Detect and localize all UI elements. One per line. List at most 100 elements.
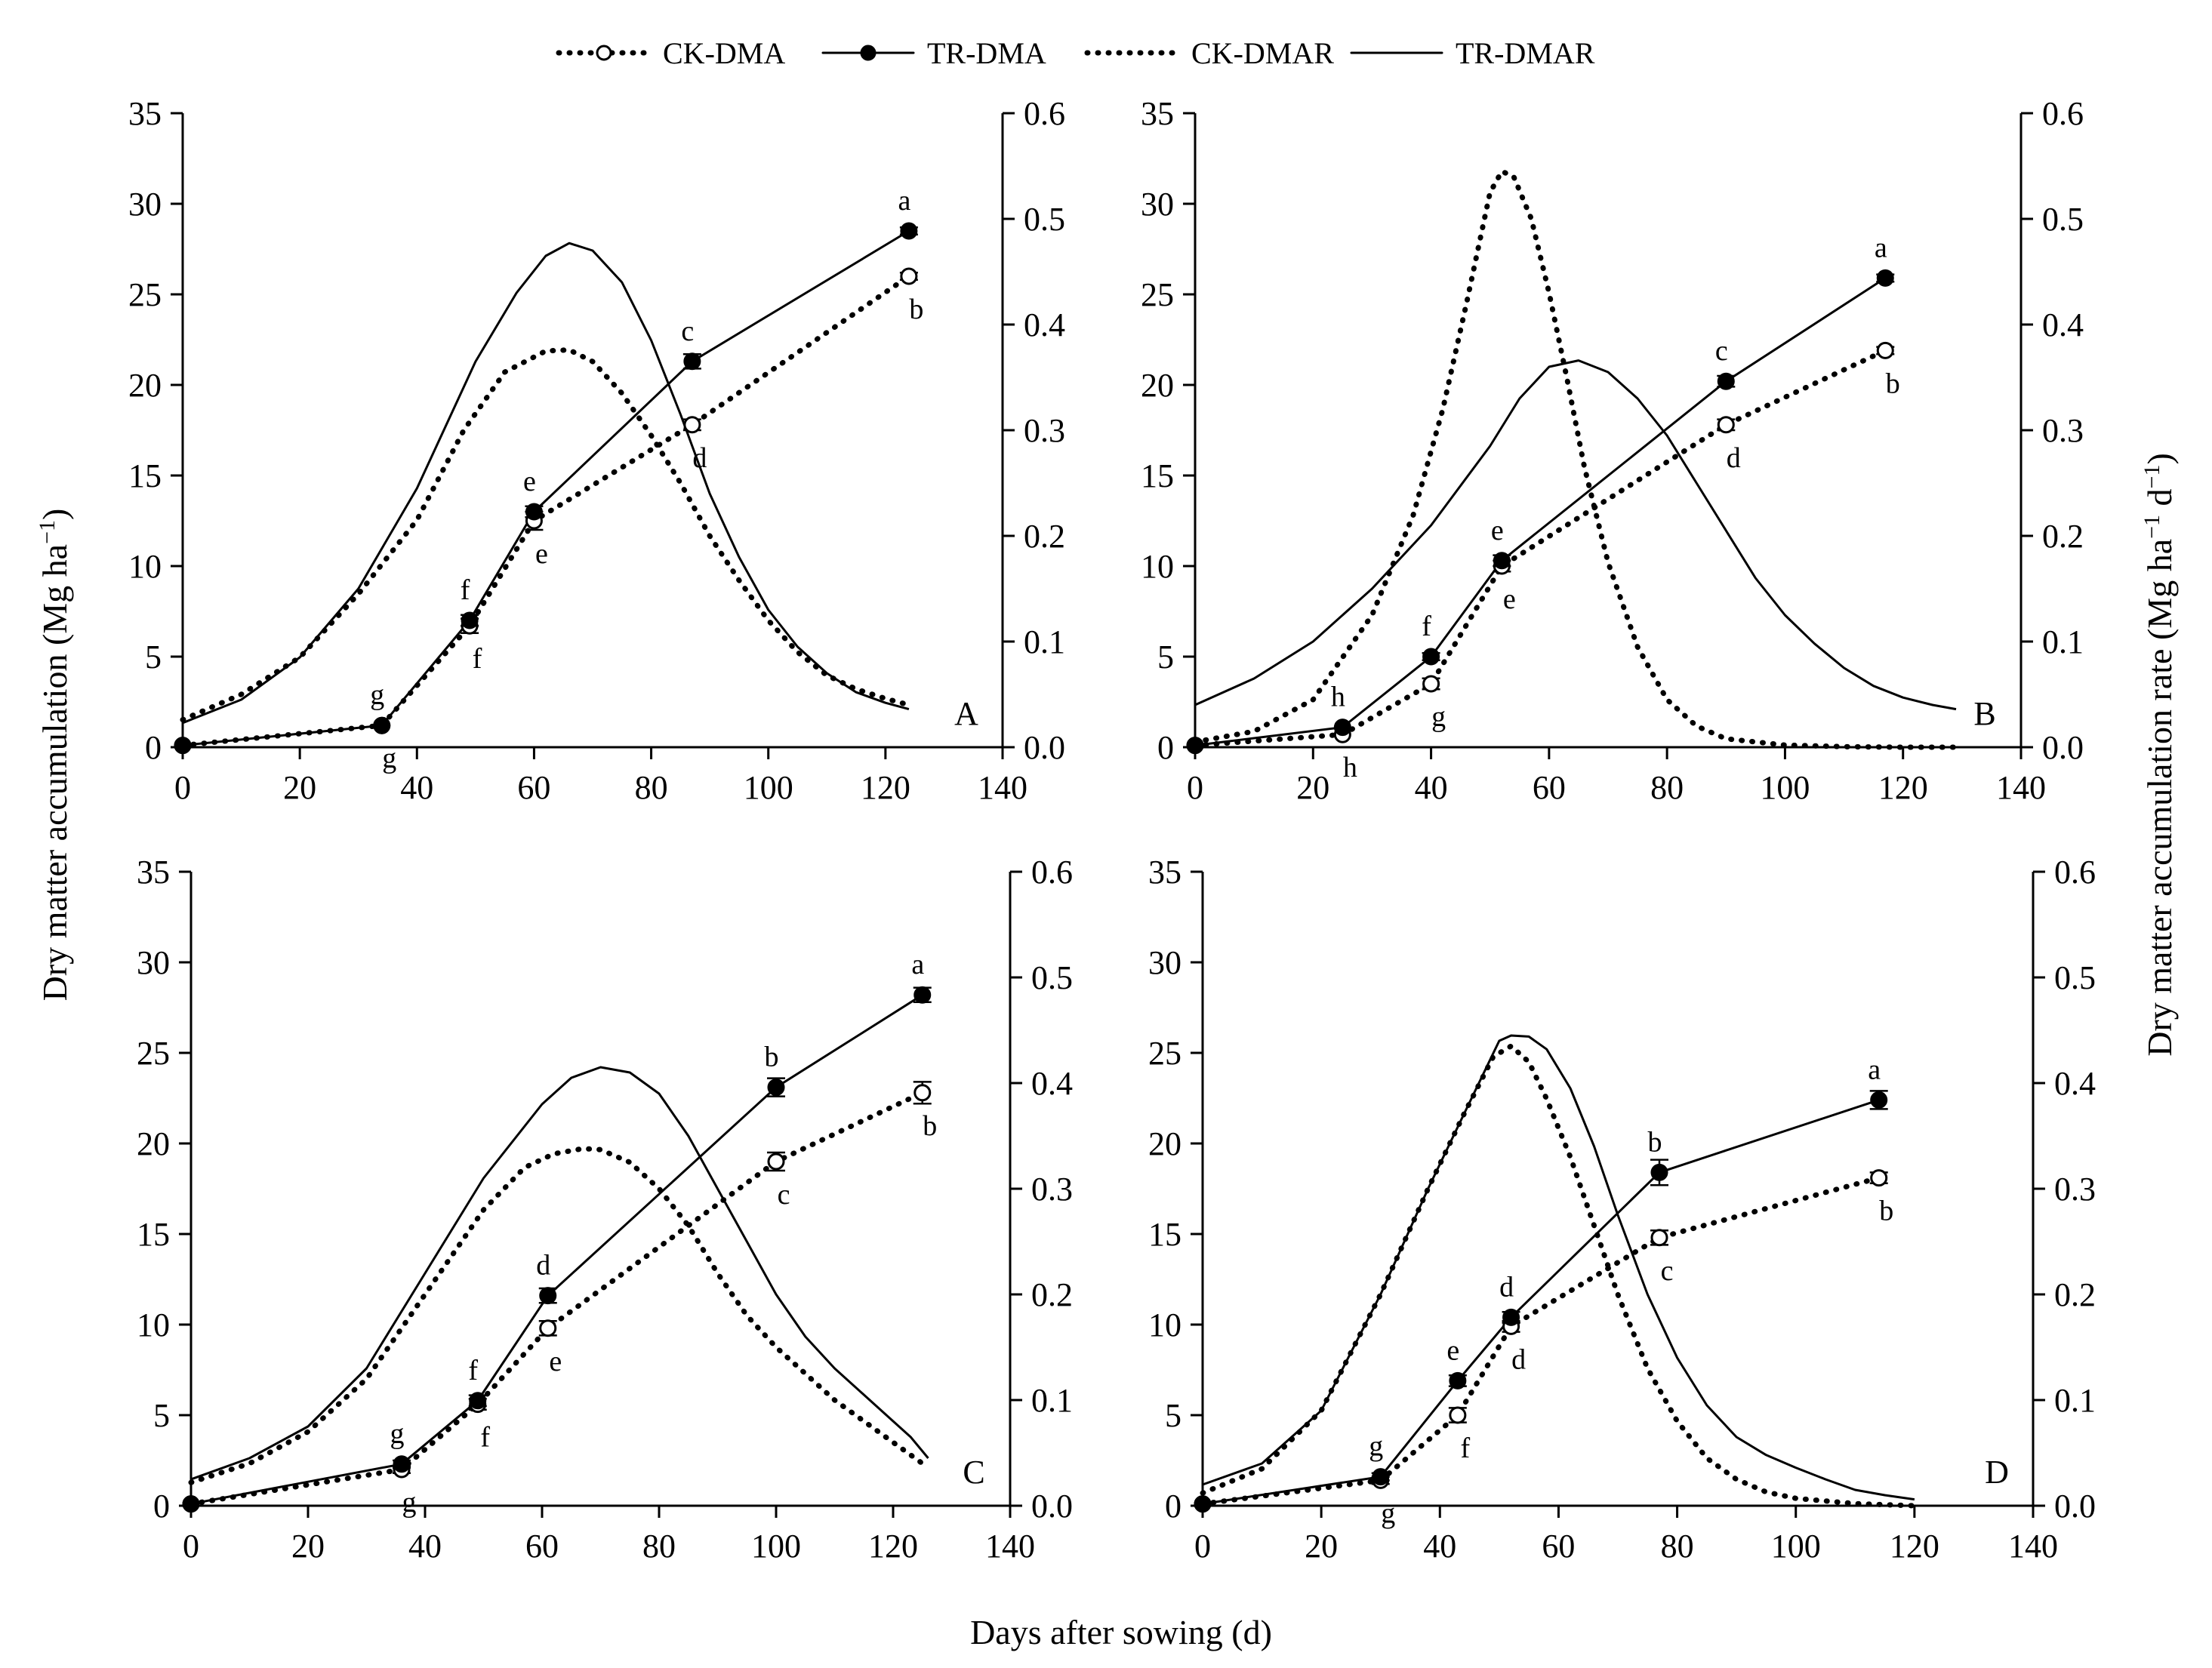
tr-dma-point	[182, 1495, 200, 1513]
y-tick-label-right: 0.4	[2054, 1065, 2096, 1102]
ck-dma-line	[1200, 1175, 1882, 1507]
y-tick-label-left: 25	[137, 1035, 170, 1072]
legend-marker	[860, 45, 876, 61]
ck-dma-point	[1650, 1229, 1668, 1247]
legend-item-tr-dmar: TR-DMAR	[1350, 36, 1595, 70]
tr-dma-point	[1422, 648, 1440, 666]
tr-dma-letter: g	[390, 1418, 405, 1450]
y-tick-label-left: 35	[128, 95, 162, 132]
y-tick-label-left: 10	[1148, 1306, 1181, 1343]
y-tick-label-right: 0.2	[2054, 1276, 2096, 1313]
x-tick-label: 20	[283, 769, 316, 806]
legend-item-ck-dmar: CK-DMAR	[1084, 36, 1334, 70]
y-tick-label-right: 0.1	[1024, 623, 1065, 660]
tr-dma-letter: f	[1422, 611, 1431, 642]
x-tick-label: 80	[1661, 1528, 1694, 1565]
tr-dma-letter: b	[1648, 1126, 1662, 1158]
y-tick-label-left: 15	[128, 457, 162, 494]
y-tick-label-right: 0.5	[2042, 201, 2084, 238]
x-tick-label: 0	[1187, 769, 1203, 806]
ck-dmar-line	[1192, 168, 1959, 750]
y-tick-label-left: 15	[1141, 457, 1174, 494]
tr-dma-point	[767, 1079, 785, 1097]
tr-dma-point	[1650, 1163, 1668, 1181]
x-tick-label: 20	[291, 1528, 325, 1565]
tr-dmar-line	[1194, 359, 1957, 711]
x-tick-label: 60	[517, 769, 550, 806]
y-tick-label-right: 0.4	[1024, 306, 1065, 343]
x-tick-label: 100	[751, 1528, 801, 1565]
tr-dma-point	[373, 716, 391, 734]
tr-dma-letter: e	[523, 466, 536, 497]
x-tick-label: 140	[2008, 1528, 2058, 1565]
y-tick-label-right: 0.5	[2054, 959, 2096, 996]
y-tick-label-left: 10	[1141, 548, 1174, 585]
ck-dmar-line	[180, 347, 912, 723]
ck-dma-point	[1717, 416, 1735, 434]
tr-dma-letter: c	[681, 315, 694, 347]
ck-dma-point	[900, 267, 918, 285]
x-tick-label: 60	[525, 1528, 559, 1565]
y-tick-label-right: 0.5	[1024, 201, 1065, 238]
tr-dma-letter: f	[468, 1355, 478, 1386]
y-tick-label-left: 35	[1148, 854, 1181, 891]
y-tick-label-left: 5	[145, 639, 162, 676]
tr-dmar-line	[1202, 1034, 1915, 1501]
x-tick-label: 100	[1760, 769, 1810, 806]
x-tick-label: 140	[978, 769, 1027, 806]
y-tick-label-right: 0.1	[2042, 623, 2084, 660]
x-tick-label: 60	[1542, 1528, 1575, 1565]
ck-dma-letter: e	[535, 538, 548, 570]
x-tick-label: 80	[1650, 769, 1684, 806]
ck-dma-point	[767, 1153, 785, 1171]
tr-dma-point	[1717, 372, 1735, 390]
tr-dma-letter: e	[1446, 1334, 1459, 1366]
tr-dma-line	[1194, 277, 1887, 747]
panel-a: 0 20 40 60 80 100 120 140 0 5 10 15 20 25 30 35 0.0 0.1 0.…	[128, 95, 1065, 806]
ck-dma-letter: g	[1431, 701, 1446, 733]
x-tick-label: 40	[1415, 769, 1448, 806]
x-axis-title: Days after sowing (d)	[970, 1613, 1272, 1651]
legend-label: CK-DMAR	[1191, 36, 1334, 70]
y-tick-label-left: 30	[1141, 186, 1174, 223]
tr-dma-letter: g	[1369, 1431, 1383, 1463]
legend-item-tr-dma: TR-DMA	[821, 36, 1046, 70]
ck-dma-point	[1449, 1406, 1467, 1424]
y-tick-label-left: 5	[1165, 1397, 1181, 1434]
ck-dma-letter: e	[549, 1346, 562, 1377]
tr-dma-point	[683, 352, 701, 371]
y-tick-label-left: 20	[1148, 1125, 1181, 1162]
y-tick-label-right: 0.6	[1031, 854, 1073, 891]
tr-dma-point	[469, 1392, 487, 1410]
panel-letter: D	[1985, 1454, 2009, 1491]
tr-dma-point	[461, 611, 479, 629]
y-axis-title-left-tail: )	[35, 509, 74, 520]
x-tick-label: 100	[1771, 1528, 1821, 1565]
y-tick-label-right: 0.0	[1024, 729, 1065, 766]
y-axis-title-right-sup2: −1	[2140, 465, 2164, 489]
y-tick-label-right: 0.0	[2042, 729, 2084, 766]
x-tick-label: 40	[400, 769, 433, 806]
y-axis-title-right-sup1: −1	[2140, 515, 2164, 539]
tr-dma-letter: b	[765, 1042, 779, 1073]
y-tick-label-right: 0.6	[2054, 854, 2096, 891]
y-tick-label-right: 0.4	[1031, 1065, 1073, 1102]
ck-dma-letter: g	[382, 743, 396, 774]
x-tick-label: 120	[1878, 769, 1928, 806]
tr-dma-letter: c	[1715, 335, 1728, 367]
tr-dma-point	[913, 986, 932, 1004]
panel-c: 0 20 40 60 80 100 120 140 0 5 10 15 20 25 30 35 0.0 0.1 0.…	[137, 854, 1073, 1565]
ck-dmar-line	[188, 1146, 926, 1485]
tr-dma-letter: d	[1499, 1271, 1514, 1303]
tr-dma-point	[393, 1455, 411, 1473]
x-tick-label: 60	[1533, 769, 1566, 806]
ck-dmar-line	[1200, 1043, 1918, 1509]
tr-dma-letter: a	[1868, 1054, 1881, 1085]
y-tick-label-left: 35	[1141, 95, 1174, 132]
x-tick-label: 40	[1423, 1528, 1456, 1565]
y-tick-label-right: 0.3	[2042, 412, 2084, 449]
x-tick-label: 120	[1890, 1528, 1939, 1565]
y-tick-label-right: 0.6	[2042, 95, 2084, 132]
y-tick-label-left: 0	[145, 729, 162, 766]
x-tick-label: 0	[174, 769, 191, 806]
